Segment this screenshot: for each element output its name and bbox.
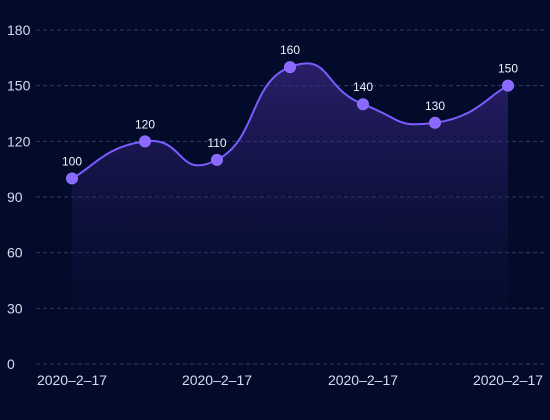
y-tick-label: 30 bbox=[7, 300, 23, 316]
y-tick-label: 90 bbox=[7, 189, 23, 205]
data-label: 100 bbox=[62, 154, 82, 168]
data-point bbox=[66, 172, 78, 185]
y-tick-label: 180 bbox=[7, 22, 31, 38]
data-point bbox=[211, 153, 223, 166]
point-layer bbox=[66, 61, 514, 185]
y-tick-label: 150 bbox=[7, 78, 31, 94]
data-label: 110 bbox=[207, 136, 226, 150]
data-point bbox=[284, 61, 296, 74]
data-point bbox=[429, 116, 441, 129]
y-tick-label: 120 bbox=[7, 133, 31, 149]
area-layer bbox=[72, 63, 508, 365]
data-label: 160 bbox=[280, 43, 300, 57]
x-tick-label: 2020–2–17 bbox=[182, 372, 252, 388]
data-point bbox=[357, 98, 369, 111]
data-point bbox=[139, 135, 151, 148]
area-fill bbox=[72, 63, 508, 365]
y-tick-label: 0 bbox=[7, 356, 15, 372]
data-label: 130 bbox=[425, 99, 445, 113]
y-tick-label: 60 bbox=[7, 245, 23, 261]
data-label: 120 bbox=[135, 117, 155, 131]
x-tick-label: 2020–2–17 bbox=[473, 372, 543, 388]
x-tick-label: 2020–2–17 bbox=[328, 372, 398, 388]
axis-layer: 0 30 60 90 120 150 180 2020–2–17 2020–2–17 2020–2… bbox=[7, 22, 543, 388]
x-tick-label: 2020–2–17 bbox=[37, 372, 107, 388]
label-layer: 100 120 110 160 140 130 150 bbox=[62, 43, 518, 168]
data-label: 140 bbox=[353, 80, 373, 94]
data-point bbox=[502, 79, 514, 92]
data-label: 150 bbox=[498, 62, 518, 76]
